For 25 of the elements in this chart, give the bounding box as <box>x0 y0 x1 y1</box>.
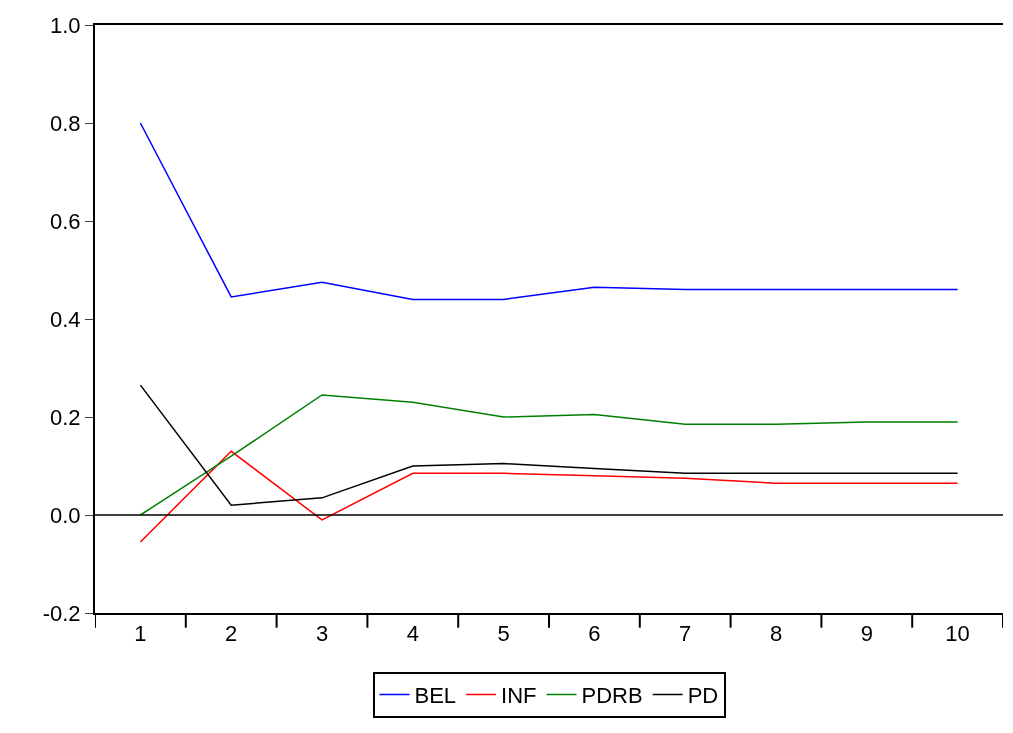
x-tick-label: 1 <box>134 621 147 647</box>
legend-label: INF <box>501 683 537 709</box>
x-tick-label: 2 <box>225 621 238 647</box>
line-series <box>139 394 959 516</box>
y-tick-label: -0.2 <box>42 600 81 626</box>
legend-label: PD <box>687 683 719 709</box>
y-tick-label: 1.0 <box>50 12 81 38</box>
line-series <box>139 384 959 506</box>
x-tick-label: 7 <box>679 621 692 647</box>
x-tick-label: 10 <box>945 621 970 647</box>
y-tick-label: 0.2 <box>50 404 81 430</box>
y-tick-label: 0.4 <box>50 306 81 332</box>
y-tick-label: 0.8 <box>50 110 81 136</box>
legend-label: PDRB <box>581 683 643 709</box>
x-tick-label: 4 <box>406 621 419 647</box>
x-tick-label: 5 <box>497 621 510 647</box>
legend-label: BEL <box>414 683 457 709</box>
line-series <box>139 122 959 301</box>
y-tick-label: 0.0 <box>50 502 81 528</box>
x-tick-label: 9 <box>860 621 873 647</box>
y-tick-label: 0.6 <box>50 208 81 234</box>
x-tick-label: 8 <box>769 621 783 647</box>
line-series <box>139 450 959 543</box>
x-tick-label: 6 <box>588 621 601 647</box>
x-tick-label: 3 <box>315 621 329 647</box>
